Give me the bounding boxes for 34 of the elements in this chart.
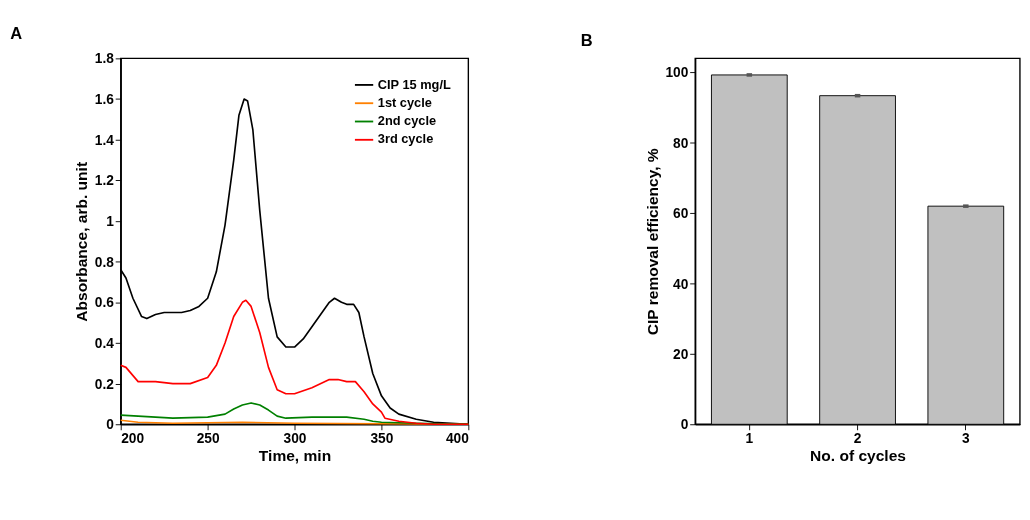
x-axis-title: No. of cycles — [810, 447, 907, 465]
y-tick-label: 0 — [106, 417, 115, 433]
chart-title: B — [580, 30, 593, 49]
x-tick-label: 2 — [853, 431, 862, 447]
y-tick-label: 1.6 — [94, 92, 115, 108]
y-tick-label: 1.4 — [94, 132, 115, 148]
y-tick-label: 40 — [673, 276, 689, 292]
y-tick-label: 1.2 — [94, 173, 115, 189]
y-tick-label: 20 — [673, 346, 689, 362]
x-tick-label: 200 — [121, 431, 145, 447]
x-tick-label: 400 — [445, 431, 470, 447]
y-tick-label: 60 — [673, 206, 689, 222]
legend-label: 3rd cycle — [377, 131, 434, 147]
legend-label: 1st cycle — [377, 94, 432, 110]
x-tick-label: 300 — [283, 431, 307, 447]
x-tick-label: 350 — [370, 431, 394, 447]
x-tick-label: 3 — [962, 431, 970, 447]
legend-label: 2nd cycle — [377, 113, 437, 129]
y-tick-label: 80 — [673, 135, 689, 151]
y-tick-label: 100 — [665, 65, 689, 81]
x-axis-title: Time, min — [258, 447, 332, 465]
y-axis-title: CIP removal efficiency, % — [644, 148, 662, 336]
chart-title: A — [10, 24, 23, 43]
y-tick-label: 0 — [680, 417, 689, 433]
y-tick-label: 0.4 — [94, 336, 115, 352]
y-tick-label: 1.8 — [94, 51, 115, 67]
y-tick-label: 0.8 — [94, 254, 115, 270]
x-tick-label: 250 — [196, 431, 220, 447]
x-tick-label: 1 — [745, 431, 754, 447]
y-tick-label: 0.2 — [94, 376, 115, 392]
y-axis-title: Absorbance, arb. unit — [73, 161, 91, 322]
y-tick-label: 1 — [106, 214, 115, 230]
y-tick-label: 0.6 — [94, 295, 115, 311]
legend-label: CIP 15 mg/L — [377, 76, 451, 92]
